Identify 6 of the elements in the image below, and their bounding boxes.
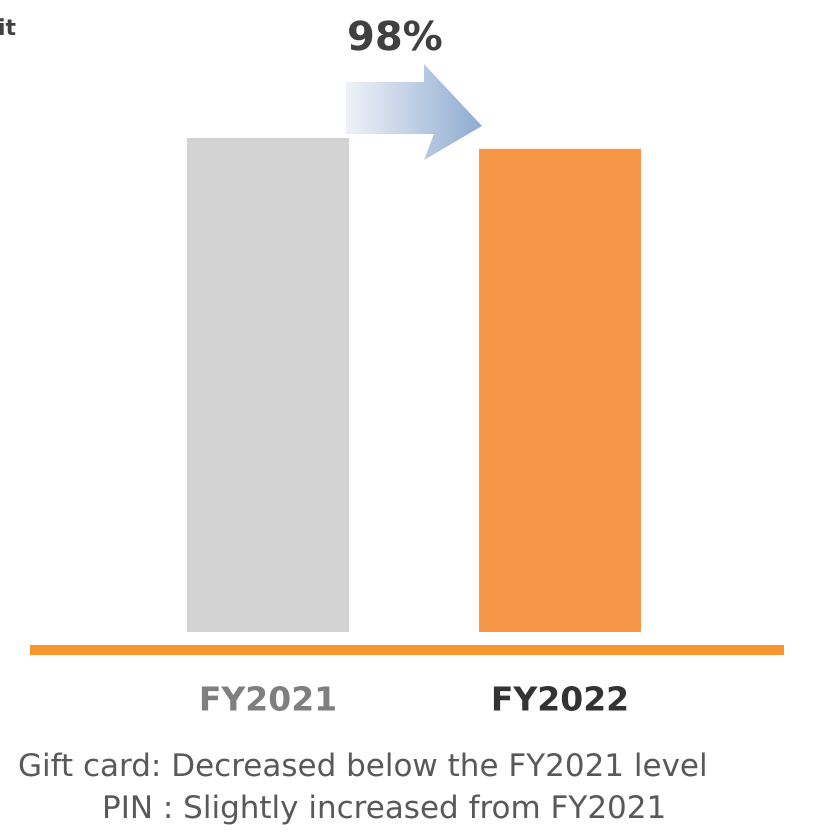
x-tick-label: FY2022 (490, 680, 630, 719)
text: Gift card: Decreased below the FY2021 level (18, 748, 708, 784)
x-tick-label: FY2021 (198, 680, 338, 719)
text: it (0, 16, 16, 41)
text: PIN : Slightly increased from FY2021 (102, 790, 666, 826)
text: 98% (347, 14, 443, 60)
